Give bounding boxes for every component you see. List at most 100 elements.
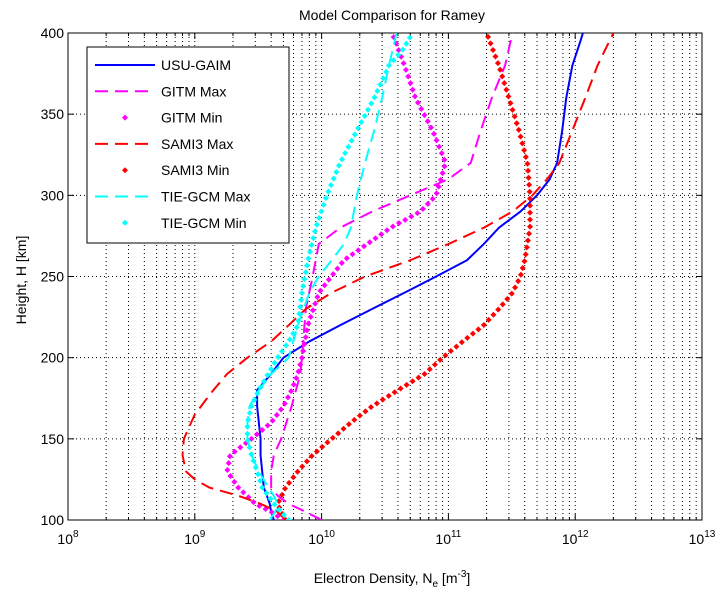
series-marker bbox=[313, 448, 320, 455]
series-marker bbox=[406, 34, 413, 41]
series-marker bbox=[237, 444, 244, 451]
series-marker bbox=[424, 118, 431, 125]
series-marker bbox=[293, 324, 300, 331]
series-marker bbox=[254, 471, 261, 478]
series-marker bbox=[324, 439, 331, 446]
series-marker bbox=[298, 289, 305, 296]
series-marker bbox=[441, 156, 448, 163]
series-marker bbox=[224, 467, 231, 474]
series-marker bbox=[298, 296, 305, 303]
series-marker bbox=[431, 361, 438, 368]
series-marker bbox=[311, 228, 318, 235]
series-marker bbox=[322, 195, 329, 202]
x-tick-label: 108 bbox=[57, 529, 79, 547]
series-marker bbox=[395, 51, 402, 58]
series-marker bbox=[508, 290, 515, 297]
series-marker bbox=[300, 283, 307, 290]
series-marker bbox=[329, 434, 336, 441]
series-marker bbox=[390, 57, 397, 64]
series-marker bbox=[303, 262, 310, 269]
series-marker bbox=[358, 119, 365, 126]
legend-item-gitm-min: GITM Min bbox=[122, 110, 222, 126]
series-marker bbox=[303, 458, 310, 465]
series-marker bbox=[340, 425, 347, 432]
series-marker bbox=[307, 313, 314, 320]
x-tick-label: 1010 bbox=[308, 529, 335, 547]
series-marker bbox=[301, 276, 308, 283]
legend-item-sami3-min: SAMI3 Min bbox=[122, 162, 229, 178]
series-marker bbox=[248, 403, 255, 410]
series-marker bbox=[271, 501, 278, 508]
series-tie-gcm-max bbox=[246, 33, 398, 520]
series-marker bbox=[526, 230, 533, 237]
series-marker bbox=[278, 491, 285, 498]
series-marker bbox=[424, 200, 431, 207]
y-tick-label: 100 bbox=[41, 512, 65, 528]
legend-label: GITM Max bbox=[161, 83, 226, 99]
y-tick-label: 400 bbox=[41, 25, 65, 41]
series-marker bbox=[299, 463, 306, 470]
series-tie-gcm-min bbox=[244, 34, 413, 520]
x-tick-label: 1012 bbox=[562, 529, 589, 547]
series-marker bbox=[371, 94, 378, 101]
series-marker bbox=[373, 400, 380, 407]
series-marker bbox=[282, 485, 289, 492]
series-marker bbox=[396, 220, 403, 227]
series-marker bbox=[526, 195, 533, 202]
series-marker bbox=[361, 112, 368, 119]
series-marker bbox=[264, 422, 271, 429]
series-marker bbox=[261, 378, 268, 385]
y-tick-label: 350 bbox=[41, 106, 65, 122]
legend-label: SAMI3 Max bbox=[161, 136, 233, 152]
series-marker bbox=[458, 339, 465, 346]
series-usu-gaim bbox=[256, 33, 584, 520]
series-marker bbox=[487, 40, 494, 47]
series-marker bbox=[351, 131, 358, 138]
series-marker bbox=[503, 86, 510, 93]
y-tick-label: 300 bbox=[41, 187, 65, 203]
series-marker bbox=[250, 499, 257, 506]
series-line bbox=[256, 33, 584, 520]
y-axis-label: Height, H [km] bbox=[13, 236, 29, 325]
series-marker bbox=[489, 46, 496, 53]
series-marker bbox=[244, 437, 251, 444]
series-marker bbox=[318, 208, 325, 215]
series-marker bbox=[355, 247, 362, 254]
series-marker bbox=[310, 235, 317, 242]
series-marker bbox=[338, 260, 345, 267]
series-marker bbox=[519, 140, 526, 147]
legend-item-tie-gcm-min: TIE-GCM Min bbox=[122, 215, 247, 231]
series-marker bbox=[368, 404, 375, 411]
series-marker bbox=[389, 223, 396, 230]
series-marker bbox=[325, 276, 332, 283]
series-marker bbox=[328, 182, 335, 189]
series-marker bbox=[480, 322, 487, 329]
series-marker bbox=[316, 214, 323, 221]
series-line bbox=[181, 33, 615, 520]
series-marker bbox=[342, 150, 349, 157]
series-marker bbox=[334, 265, 341, 272]
series-marker bbox=[252, 464, 259, 471]
series-marker bbox=[251, 396, 258, 403]
series-gitm-min bbox=[224, 34, 448, 520]
series-marker bbox=[521, 147, 528, 154]
series-marker bbox=[523, 244, 530, 251]
series-marker bbox=[495, 306, 502, 313]
series-marker bbox=[240, 489, 247, 496]
y-tick-label: 150 bbox=[41, 431, 65, 447]
series-marker bbox=[281, 400, 288, 407]
series-marker bbox=[429, 195, 436, 202]
series-marker bbox=[279, 348, 286, 355]
series-marker bbox=[469, 330, 476, 337]
series-marker bbox=[295, 317, 302, 324]
series-marker bbox=[408, 213, 415, 220]
series-marker bbox=[335, 162, 342, 169]
series-marker bbox=[364, 106, 371, 113]
legend-label: USU-GAIM bbox=[161, 57, 231, 73]
series-marker bbox=[507, 100, 514, 107]
series-marker bbox=[439, 170, 446, 177]
series-marker bbox=[522, 251, 529, 258]
series-marker bbox=[317, 287, 324, 294]
series-marker bbox=[426, 366, 433, 373]
series-marker bbox=[297, 361, 304, 368]
